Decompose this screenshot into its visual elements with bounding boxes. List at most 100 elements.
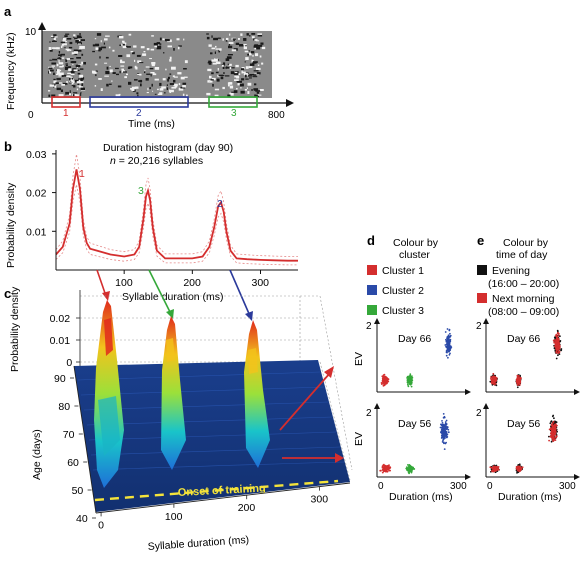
spectrogram-speckle bbox=[241, 68, 244, 71]
spectrogram-speckle bbox=[157, 93, 163, 95]
spectrogram-speckle bbox=[80, 93, 82, 96]
scatter-point bbox=[410, 471, 413, 474]
panel-c-age-tick-label: 70 bbox=[63, 429, 75, 441]
spectrogram-speckle bbox=[56, 47, 60, 50]
spectrogram-speckle bbox=[257, 33, 262, 35]
spectrogram-speckle bbox=[251, 36, 255, 39]
spectrogram-speckle bbox=[238, 73, 241, 76]
spectrogram-speckle bbox=[127, 46, 131, 48]
scatter-point bbox=[518, 375, 520, 377]
spectrogram-speckle bbox=[245, 66, 249, 69]
spectrogram-speckle bbox=[163, 52, 165, 54]
spectrogram-speckle bbox=[151, 35, 154, 37]
scatter-point bbox=[495, 377, 498, 379]
spectrogram-texture bbox=[48, 33, 266, 97]
spectrogram-speckle bbox=[154, 93, 157, 95]
spectrogram-speckle bbox=[149, 87, 151, 90]
spectrogram-speckle bbox=[120, 59, 123, 63]
spectrogram-speckle bbox=[238, 38, 240, 40]
spectrogram-speckle bbox=[208, 60, 212, 63]
spectrogram-speckle bbox=[213, 37, 218, 41]
spectrogram-speckle bbox=[234, 79, 239, 81]
scatter-point bbox=[383, 384, 385, 386]
panel-d-letter: d bbox=[367, 233, 375, 248]
scatter-point bbox=[383, 465, 385, 468]
spectrogram-speckle bbox=[159, 92, 163, 95]
spectrogram-speckle bbox=[231, 49, 237, 52]
scatter-point bbox=[448, 329, 451, 332]
scatter-point bbox=[382, 466, 385, 469]
spectrogram-speckle bbox=[252, 55, 254, 57]
spectrogram-speckle bbox=[251, 33, 256, 35]
spectrogram-speckle bbox=[256, 46, 261, 50]
scatter-point bbox=[549, 422, 552, 425]
spectrogram-speckle bbox=[60, 41, 66, 44]
scatter-point bbox=[444, 437, 446, 439]
panel-b-ylabel: Probability density bbox=[5, 182, 17, 268]
spectrogram-speckle bbox=[51, 47, 55, 49]
spectrogram-speckle bbox=[183, 68, 187, 70]
legend-label-cluster-3: Cluster 3 bbox=[382, 305, 424, 317]
spectrogram-speckle bbox=[69, 77, 71, 81]
scatter-point bbox=[407, 385, 410, 388]
scatter-point bbox=[446, 436, 449, 438]
spectrogram-speckle bbox=[147, 87, 149, 91]
spectrogram-speckle bbox=[65, 33, 70, 35]
spectrogram-speckle bbox=[145, 78, 149, 81]
panel-d-xlabel: Duration (ms) bbox=[389, 491, 453, 503]
scatter-point bbox=[496, 468, 499, 471]
panel-e-bottom-plot bbox=[483, 403, 580, 480]
spectrogram-speckle bbox=[61, 84, 65, 86]
spectrogram-speckle bbox=[236, 76, 240, 79]
spectrogram-speckle bbox=[208, 61, 212, 65]
panel-a-y-arrow bbox=[38, 22, 46, 30]
panel-b-y-tick-label: 0.02 bbox=[26, 188, 47, 200]
spectrogram-speckle bbox=[153, 42, 158, 46]
scatter-point bbox=[449, 334, 452, 337]
spectrogram-speckle bbox=[244, 89, 247, 91]
spectrogram-speckle bbox=[94, 38, 97, 40]
spectrogram-speckle bbox=[215, 45, 217, 48]
spectrogram-speckle bbox=[100, 88, 103, 91]
scatter-point bbox=[449, 338, 452, 341]
spectrogram-speckle bbox=[48, 66, 52, 68]
scatter-point bbox=[519, 376, 522, 379]
spectrogram-speckle bbox=[220, 76, 224, 80]
scatter-point bbox=[445, 354, 448, 357]
spectrogram-speckle bbox=[106, 83, 109, 87]
scatter-point bbox=[553, 429, 556, 432]
spectrogram-speckle bbox=[128, 81, 132, 85]
panel-c-age-tick-label: 50 bbox=[72, 485, 84, 497]
spectrogram-speckle bbox=[252, 76, 258, 78]
panel-e-bottom-day: Day 56 bbox=[507, 418, 540, 430]
segment-2-box bbox=[89, 96, 189, 108]
spectrogram-speckle bbox=[178, 83, 181, 86]
spectrogram-speckle bbox=[54, 84, 57, 88]
spectrogram-speckle bbox=[52, 58, 58, 61]
spectrogram-speckle bbox=[247, 82, 252, 86]
scatter-point bbox=[492, 380, 495, 382]
scatter-point bbox=[442, 435, 445, 438]
spectrogram-speckle bbox=[122, 45, 127, 49]
scatter-point bbox=[446, 427, 449, 430]
spectrogram-speckle bbox=[71, 52, 75, 55]
spectrogram-speckle bbox=[243, 38, 247, 41]
spectrogram-speckle bbox=[255, 53, 259, 57]
scatter-point bbox=[492, 470, 494, 473]
spectrogram-speckle bbox=[53, 78, 56, 81]
spectrogram-speckle bbox=[247, 91, 250, 94]
spectrogram-speckle bbox=[166, 87, 169, 90]
panel-c: c Probability density 0.02 0.01 0 bbox=[4, 286, 353, 553]
scatter-point bbox=[441, 420, 443, 422]
spectrogram-speckle bbox=[211, 72, 214, 75]
spectrogram-speckle bbox=[233, 39, 235, 42]
spectrogram-speckle bbox=[69, 41, 73, 45]
spectrogram-speckle bbox=[59, 66, 63, 68]
panel-b-lower-bound-line bbox=[55, 184, 298, 266]
spectrogram-speckle bbox=[94, 85, 97, 87]
arrow-peak-3 bbox=[148, 269, 172, 315]
spectrogram-speckle bbox=[110, 69, 113, 73]
scatter-point bbox=[495, 467, 498, 470]
spectrogram-speckle bbox=[131, 88, 135, 91]
panel-c-age-tick-label: 80 bbox=[58, 401, 70, 413]
